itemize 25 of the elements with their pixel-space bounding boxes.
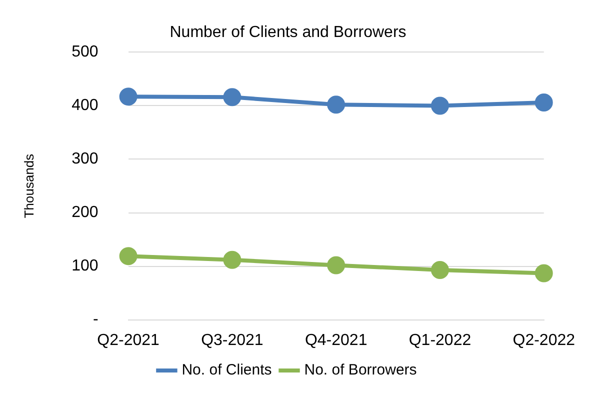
y-tick-label: 300 — [72, 150, 98, 168]
y-tick-label: 400 — [72, 97, 98, 114]
point — [223, 88, 242, 106]
x-tick-label: Q2-2021 — [97, 332, 160, 349]
chart-title: Number of Clients and Borrowers — [170, 24, 406, 42]
y-tick-label: 100 — [72, 258, 98, 275]
legend-label: No. of Borrowers — [304, 362, 417, 379]
point — [534, 94, 553, 112]
x-tick-label: Q4-2021 — [304, 332, 368, 349]
point — [223, 250, 242, 269]
point — [327, 256, 346, 274]
y-tick-label: - — [92, 311, 98, 328]
x-tick-label: Q1-2022 — [408, 332, 472, 349]
x-tick-label: Q2-2022 — [512, 332, 576, 349]
point — [534, 264, 553, 282]
point — [119, 247, 138, 266]
legend-label: No. of Clients — [182, 362, 272, 379]
y-axis-title: Thousands — [21, 153, 36, 218]
point — [430, 96, 449, 115]
y-tick-label: 200 — [72, 204, 98, 222]
x-tick-label: Q3-2021 — [201, 332, 264, 349]
point — [327, 96, 346, 114]
point — [119, 88, 138, 106]
point — [430, 261, 449, 280]
y-tick-label: 500 — [72, 44, 98, 61]
